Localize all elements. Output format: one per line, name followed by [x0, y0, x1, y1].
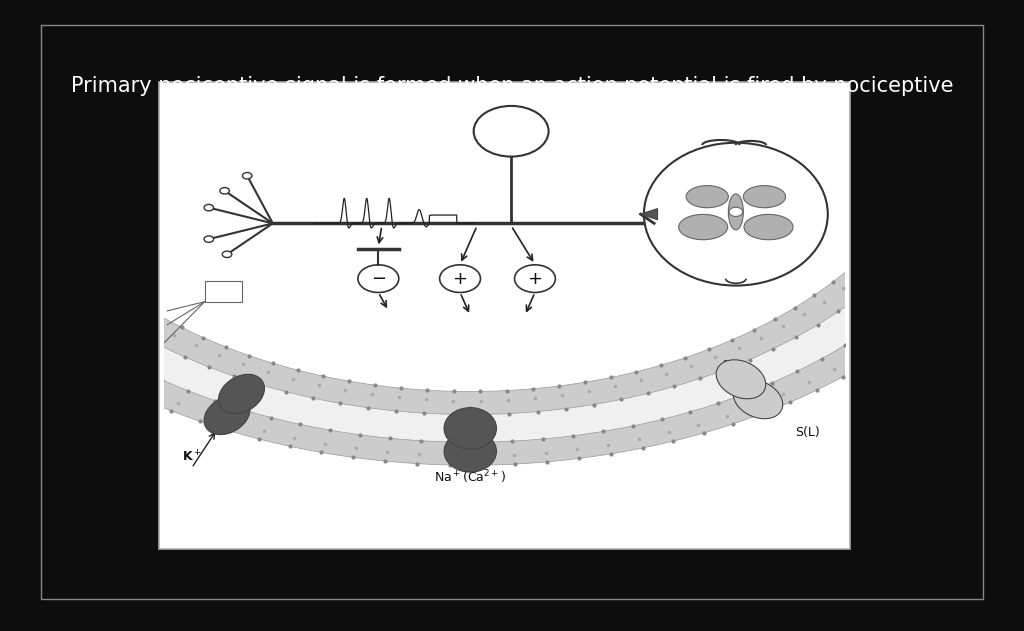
Text: +: +: [453, 269, 468, 288]
Circle shape: [204, 236, 214, 242]
Ellipse shape: [744, 215, 793, 240]
Ellipse shape: [716, 360, 766, 399]
Ellipse shape: [728, 194, 743, 230]
Ellipse shape: [644, 143, 827, 286]
Text: K$^+$: K$^+$: [181, 449, 202, 464]
Bar: [159, 82, 850, 549]
Circle shape: [729, 207, 742, 216]
Ellipse shape: [444, 408, 497, 449]
Ellipse shape: [444, 430, 497, 472]
Text: Na$^+$(Ca$^{2+}$): Na$^+$(Ca$^{2+}$): [434, 468, 506, 486]
Circle shape: [439, 265, 480, 293]
Ellipse shape: [733, 380, 782, 419]
Circle shape: [358, 265, 398, 293]
Ellipse shape: [218, 374, 264, 414]
Text: +: +: [527, 269, 543, 288]
Polygon shape: [28, 279, 913, 442]
Polygon shape: [641, 209, 657, 220]
Polygon shape: [1, 296, 940, 465]
Text: S(L): S(L): [796, 427, 820, 439]
Ellipse shape: [204, 395, 250, 435]
Circle shape: [243, 172, 252, 179]
Polygon shape: [59, 265, 881, 415]
Text: Primary nociceptive signal is formed when an action potential is fired by nocice: Primary nociceptive signal is formed whe…: [71, 76, 953, 119]
Ellipse shape: [743, 186, 785, 208]
Ellipse shape: [679, 215, 728, 240]
Bar: [205, 281, 242, 302]
Circle shape: [204, 204, 214, 211]
Circle shape: [474, 106, 549, 156]
Circle shape: [220, 187, 229, 194]
Ellipse shape: [686, 186, 728, 208]
Circle shape: [222, 251, 231, 257]
Text: −: −: [371, 269, 386, 288]
Circle shape: [514, 265, 555, 293]
